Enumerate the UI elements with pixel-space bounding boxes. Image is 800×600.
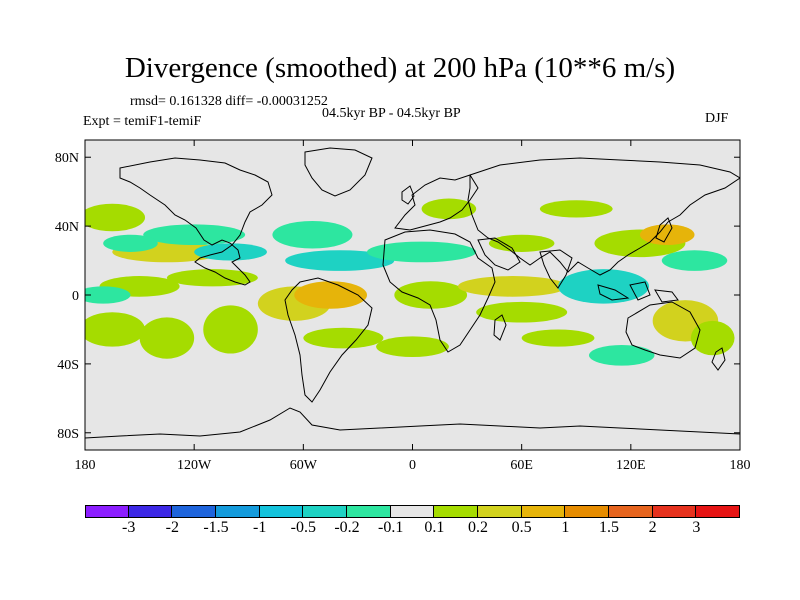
field-anomaly-26: [488, 234, 555, 252]
colorbar-swatch: [565, 505, 609, 518]
coastline-africa: [382, 229, 496, 353]
coastline-south-america: [284, 277, 373, 403]
colorbar-label: -1.5: [203, 519, 229, 536]
colorbar-swatch: [609, 505, 653, 518]
coastline-north-america: [119, 157, 273, 286]
field-anomaly-9: [303, 327, 384, 349]
colorbar-swatch: [172, 505, 216, 518]
coastline-asia: [467, 157, 740, 276]
x-tick-label: 60E: [510, 458, 533, 473]
colorbar-label: 1: [561, 519, 570, 536]
field-anomaly-3: [166, 269, 258, 287]
coastline-greenland: [304, 147, 373, 197]
field-anomaly-14: [367, 241, 477, 263]
colorbar-label: -0.5: [290, 519, 316, 536]
x-tick-label: 60W: [290, 458, 318, 473]
coastline-madagascar: [493, 314, 507, 341]
coastline-australia: [625, 301, 701, 359]
field-anomaly-8: [294, 281, 368, 309]
field-anomaly-13: [285, 250, 395, 271]
x-tick-label: 120E: [616, 458, 646, 473]
coastline-japan: [655, 217, 673, 243]
field-anomaly-10: [143, 224, 246, 246]
colorbar-swatch: [390, 505, 435, 518]
colorbar-label: -0.2: [334, 519, 360, 536]
colorbar-label: 0.1: [424, 519, 445, 536]
experiment-text: Expt = temiF1-temiF: [83, 114, 202, 129]
x-tick-label: 120W: [177, 458, 212, 473]
y-tick-label: 40N: [55, 220, 79, 235]
colorbar-label: -0.1: [377, 519, 404, 536]
colorbar-swatch: [85, 505, 129, 518]
field-anomaly-4: [85, 312, 146, 347]
colorbar-label: 0.5: [511, 519, 532, 536]
field-anomaly-0: [85, 203, 146, 232]
coastline-new-zealand: [711, 347, 726, 371]
colorbar-swatch: [216, 505, 260, 518]
colorbar-swatch: [259, 505, 304, 518]
colorbar-swatch: [434, 505, 478, 518]
colorbar-swatch: [521, 505, 566, 518]
field-anomaly-15: [394, 281, 468, 309]
plot-title: Divergence (smoothed) at 200 hPa (10**6 …: [124, 52, 676, 84]
field-anomaly-21: [661, 250, 728, 271]
coastline-europe: [394, 174, 479, 231]
coastline-india: [539, 249, 573, 289]
colorbar: [85, 505, 740, 518]
coastline-antarctica: [85, 407, 740, 439]
field-anomaly-6: [203, 305, 258, 354]
x-tick-label: 180: [730, 458, 751, 473]
colorbar-swatch: [128, 505, 173, 518]
colorbar-swatch: [303, 505, 347, 518]
colorbar-swatch: [347, 505, 391, 518]
coastlines: [85, 147, 740, 439]
field-anomaly-27: [376, 336, 449, 357]
y-tick-label: 0: [72, 289, 79, 304]
colorbar-label: 1.5: [599, 519, 619, 536]
colorbar-label: -3: [121, 519, 136, 536]
colorbar-frame: [85, 505, 740, 518]
colorbar-label: -1: [252, 519, 267, 536]
period-text: 04.5kyr BP - 04.5kyr BP: [322, 106, 461, 121]
field-anomaly-28: [521, 329, 595, 347]
axis-ticks: 180 120W 60W 0 60E 120E 180 80N 40N 0 40S 80S: [55, 140, 751, 473]
field-anomaly-29: [588, 344, 655, 366]
field-anomaly-31: [103, 234, 158, 252]
field-anomaly-11: [194, 243, 267, 261]
colorbar-swatch: [652, 505, 697, 518]
coastline-indonesia: [597, 281, 679, 303]
field-anomaly-5: [139, 317, 195, 359]
colorbar-swatch: [478, 505, 522, 518]
coastline-arabia: [477, 237, 521, 271]
y-tick-label: 40S: [57, 358, 79, 373]
field-anomaly-20: [639, 224, 695, 246]
field-anomaly-16: [457, 276, 568, 297]
x-tick-label: 0: [409, 458, 416, 473]
y-tick-label: 80N: [55, 151, 79, 166]
field-anomaly-17: [476, 301, 568, 323]
season-text: DJF: [705, 111, 729, 126]
colorbar-label: -2: [165, 519, 179, 536]
field-anomaly-23: [690, 320, 735, 356]
field-anomaly-30: [85, 286, 131, 304]
colorbar-label: 0.2: [468, 519, 488, 536]
field-anomaly-24: [421, 198, 477, 220]
colorbar-label: 3: [692, 519, 701, 536]
colorbar-label: 2: [648, 519, 657, 536]
coastline-britain: [401, 185, 415, 205]
field-anomaly-12: [272, 220, 353, 249]
stats-text: rmsd= 0.161328 diff= -0.00031252: [130, 94, 328, 109]
y-tick-label: 80S: [57, 427, 79, 442]
x-tick-label: 180: [75, 458, 96, 473]
field-anomaly-25: [539, 200, 613, 218]
divergence-field: [85, 198, 735, 366]
